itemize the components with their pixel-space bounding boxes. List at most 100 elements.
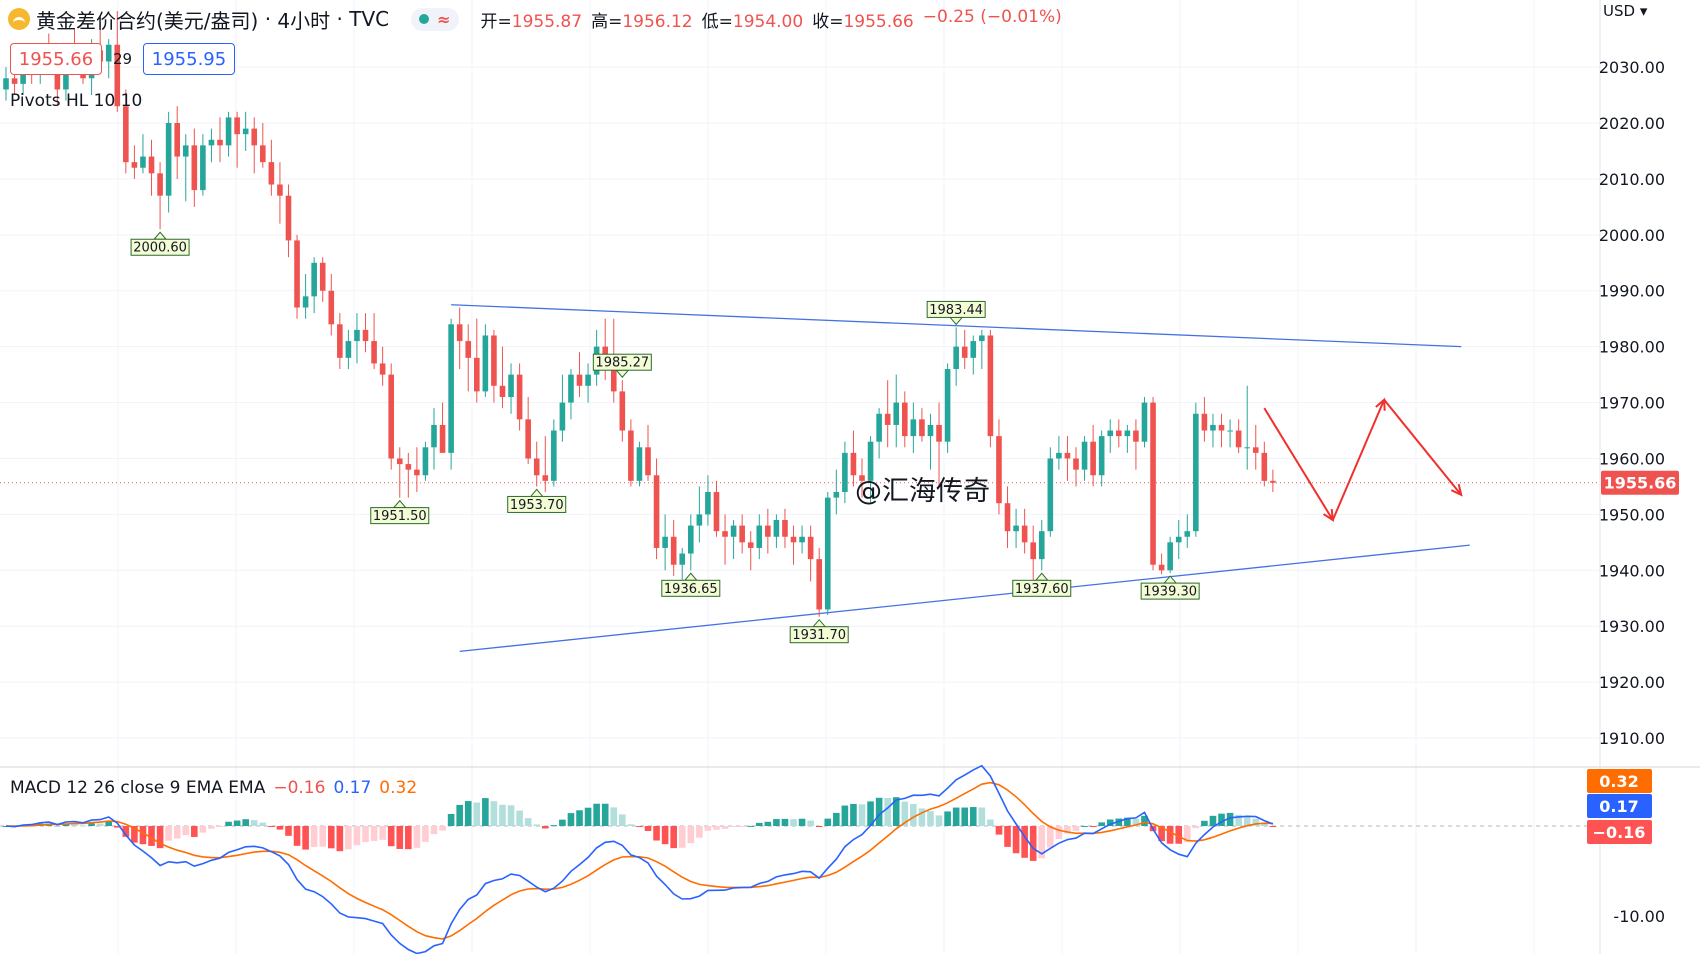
candle[interactable] bbox=[688, 514, 694, 571]
candle[interactable] bbox=[944, 363, 951, 453]
candle[interactable] bbox=[884, 380, 891, 448]
buy-price-button[interactable]: 1955.95 bbox=[143, 43, 235, 75]
candle[interactable] bbox=[996, 419, 1002, 515]
candle[interactable] bbox=[140, 134, 146, 174]
candle[interactable] bbox=[371, 313, 377, 370]
candle[interactable] bbox=[182, 134, 189, 202]
candle[interactable] bbox=[1244, 385, 1250, 470]
candle[interactable] bbox=[696, 486, 703, 543]
candle[interactable] bbox=[1261, 441, 1268, 487]
candle[interactable] bbox=[1030, 525, 1036, 584]
candle[interactable] bbox=[516, 363, 523, 431]
candle[interactable] bbox=[961, 329, 968, 370]
candle[interactable] bbox=[953, 327, 959, 386]
candle[interactable] bbox=[782, 508, 788, 548]
candle[interactable] bbox=[1090, 424, 1096, 487]
candle[interactable] bbox=[354, 313, 360, 364]
symbol-title[interactable]: 黄金差价合约(美元/盎司) bbox=[36, 8, 259, 33]
candle[interactable] bbox=[842, 441, 848, 504]
candle[interactable] bbox=[465, 324, 472, 392]
macd-legend[interactable]: MACD 12 26 close 9 EMA EMA −0.16 0.17 0.… bbox=[10, 778, 417, 798]
interval-label[interactable]: 4小时 bbox=[277, 8, 331, 33]
candle[interactable] bbox=[414, 447, 420, 493]
candle[interactable] bbox=[602, 318, 608, 381]
candle[interactable] bbox=[1218, 413, 1225, 448]
macd-value-tag[interactable]: 0.32 bbox=[1587, 769, 1652, 793]
candle[interactable] bbox=[456, 307, 463, 370]
candle[interactable] bbox=[3, 67, 9, 101]
candle[interactable] bbox=[619, 380, 626, 442]
candle[interactable] bbox=[979, 329, 985, 370]
candle[interactable] bbox=[1107, 419, 1114, 453]
candle[interactable] bbox=[474, 318, 480, 403]
candle[interactable] bbox=[1270, 469, 1276, 493]
candle[interactable] bbox=[1004, 486, 1011, 548]
candle[interactable] bbox=[1116, 419, 1122, 448]
candle[interactable] bbox=[379, 346, 386, 386]
candle[interactable] bbox=[148, 139, 155, 196]
candle[interactable] bbox=[311, 257, 317, 314]
candle[interactable] bbox=[1252, 424, 1259, 470]
candle[interactable] bbox=[790, 525, 797, 565]
candle[interactable] bbox=[200, 134, 206, 196]
candle[interactable] bbox=[551, 419, 557, 487]
candles[interactable] bbox=[3, 11, 1276, 617]
candle[interactable] bbox=[1047, 447, 1054, 537]
candle[interactable] bbox=[987, 329, 994, 448]
candle[interactable] bbox=[422, 441, 429, 481]
candle[interactable] bbox=[174, 106, 180, 179]
candle[interactable] bbox=[302, 273, 309, 319]
candle[interactable] bbox=[739, 514, 745, 554]
candle[interactable] bbox=[636, 441, 643, 487]
candle[interactable] bbox=[1124, 424, 1131, 453]
candle[interactable] bbox=[850, 430, 857, 487]
candle[interactable] bbox=[833, 469, 840, 515]
candle[interactable] bbox=[576, 352, 583, 397]
macd-value-tag[interactable]: −0.16 bbox=[1587, 820, 1652, 844]
candle[interactable] bbox=[902, 391, 908, 448]
candle[interactable] bbox=[1158, 553, 1165, 575]
candle[interactable] bbox=[1064, 436, 1071, 481]
candle[interactable] bbox=[1175, 519, 1182, 560]
candle[interactable] bbox=[508, 363, 514, 414]
candle[interactable] bbox=[294, 234, 300, 319]
candle[interactable] bbox=[225, 111, 232, 157]
macd-value-tag[interactable]: 0.17 bbox=[1587, 794, 1652, 818]
candle[interactable] bbox=[713, 480, 720, 537]
candle[interactable] bbox=[533, 441, 540, 487]
candle[interactable] bbox=[499, 346, 506, 409]
candle[interactable] bbox=[893, 374, 900, 448]
candle[interactable] bbox=[1201, 396, 1208, 442]
candle[interactable] bbox=[165, 111, 172, 213]
candle[interactable] bbox=[807, 525, 814, 582]
candle[interactable] bbox=[234, 111, 240, 168]
candle[interactable] bbox=[439, 402, 446, 453]
currency-selector[interactable]: USD ▾ bbox=[1603, 2, 1647, 20]
candle[interactable] bbox=[431, 408, 437, 470]
candle[interactable] bbox=[277, 162, 283, 224]
candle[interactable] bbox=[876, 408, 882, 459]
sell-price-button[interactable]: 1955.66 bbox=[10, 43, 102, 75]
candle[interactable] bbox=[328, 273, 335, 336]
candle[interactable] bbox=[268, 139, 275, 196]
candle[interactable] bbox=[970, 335, 977, 375]
candle[interactable] bbox=[448, 318, 454, 470]
candle[interactable] bbox=[859, 458, 865, 498]
candle[interactable] bbox=[1056, 436, 1062, 470]
candle[interactable] bbox=[910, 402, 917, 453]
candle[interactable] bbox=[705, 475, 711, 526]
candle[interactable] bbox=[765, 508, 771, 554]
candle[interactable] bbox=[816, 547, 822, 617]
candle[interactable] bbox=[662, 514, 668, 571]
candle[interactable] bbox=[1210, 413, 1216, 448]
candle[interactable] bbox=[260, 123, 266, 168]
candle[interactable] bbox=[773, 514, 780, 548]
candle[interactable] bbox=[756, 514, 763, 560]
candle[interactable] bbox=[824, 492, 831, 616]
pivots-indicator-label[interactable]: Pivots HL 10 10 bbox=[10, 91, 143, 111]
candle[interactable] bbox=[114, 11, 121, 112]
candle[interactable] bbox=[927, 413, 934, 470]
macd-pane[interactable]: -10.00 0.32 0.17 −0.16 bbox=[0, 764, 1665, 954]
candle[interactable] bbox=[799, 525, 805, 554]
